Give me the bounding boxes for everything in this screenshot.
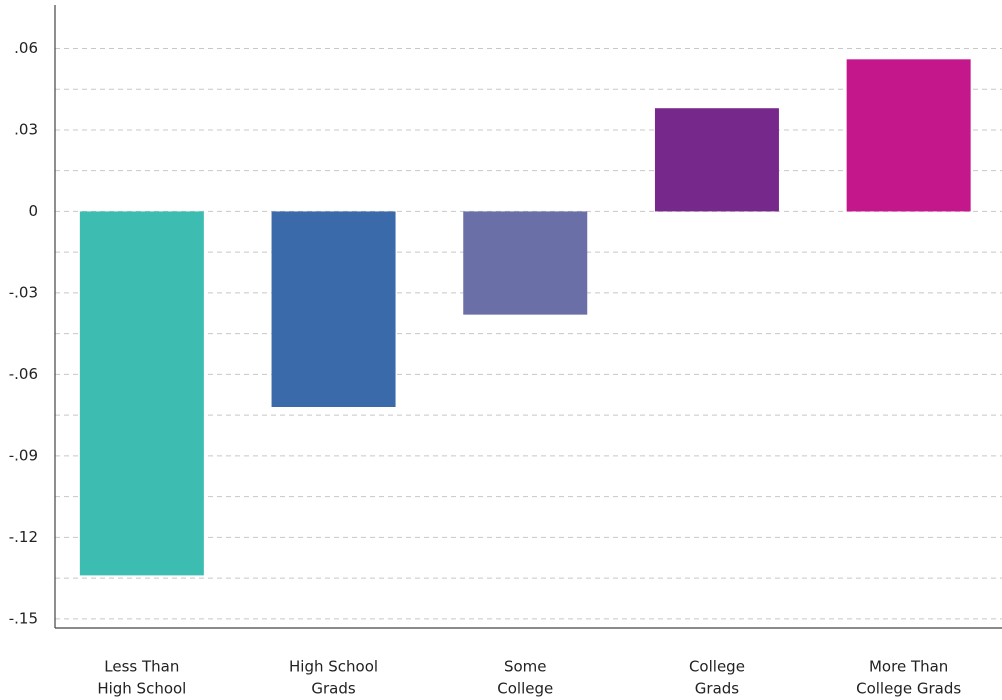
x-tick-label: High School [289,658,378,676]
y-tick-label: -.15 [9,609,38,627]
x-tick-label: Some [504,658,547,676]
y-tick-label: .03 [14,120,38,138]
x-tick-label: College [689,658,745,676]
bar [79,211,204,576]
x-tick-label: Less Than [104,658,179,676]
y-tick-label: -.06 [9,365,38,383]
y-tick-label: .06 [14,39,38,57]
x-tick-label: College Grads [856,680,961,698]
x-tick-label: More Than [869,658,948,676]
x-tick-label: Grads [311,680,356,698]
bar [463,211,588,315]
bar [846,59,971,212]
x-tick-label: College [497,680,553,698]
y-tick-label: -.09 [9,446,38,464]
bar [654,108,779,212]
y-tick-label: -.12 [9,528,38,546]
x-tick-label: High School [97,680,186,698]
x-tick-label: Grads [695,680,740,698]
y-tick-label: 0 [28,202,38,220]
bar [271,211,396,407]
y-tick-label: -.03 [9,283,38,301]
